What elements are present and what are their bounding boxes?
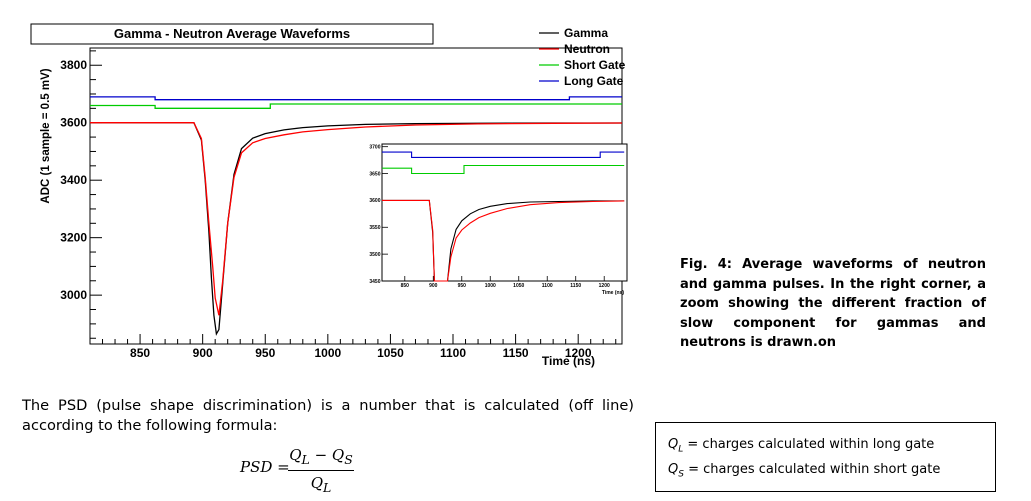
inset-x-tick-label: 1100 bbox=[542, 283, 553, 289]
body-paragraph: The PSD (pulse shape discrimination) is … bbox=[22, 397, 634, 434]
series-neutron bbox=[90, 122, 623, 316]
fraction-bar bbox=[288, 470, 354, 471]
inset-y-tick-label: 3500 bbox=[369, 252, 380, 258]
inset-y-tick-label: 3600 bbox=[369, 198, 380, 204]
definition-text: = charges calculated within long gate bbox=[687, 437, 935, 452]
inset-x-tick-label: 1200 bbox=[599, 283, 610, 289]
inset-x-tick-label: 1150 bbox=[570, 283, 581, 289]
inset-series-neutron bbox=[382, 199, 625, 282]
x-tick-label: 950 bbox=[255, 346, 275, 360]
y-tick-label: 3000 bbox=[60, 288, 87, 302]
formula-numerator: QL − QS bbox=[289, 446, 353, 467]
waveform-chart: Gamma - Neutron Average Waveforms ADC (1… bbox=[0, 0, 640, 375]
series-short-gate bbox=[90, 103, 622, 109]
y-tick-label: 3800 bbox=[60, 58, 87, 72]
inset-y-tick-label: 3450 bbox=[369, 279, 380, 285]
x-tick-label: 900 bbox=[193, 346, 213, 360]
definition-symbol: QL bbox=[668, 437, 684, 455]
inset-frame bbox=[381, 143, 628, 282]
figure-caption: Fig. 4: Average waveforms of neutron and… bbox=[680, 257, 986, 350]
inset-series-short-gate bbox=[382, 164, 625, 175]
inset-x-tick-label: 1000 bbox=[485, 283, 496, 289]
definitions-box: QL = charges calculated within long gate… bbox=[655, 422, 996, 492]
legend-label-neutron: Neutron bbox=[564, 42, 610, 56]
inset-x-tick-label: 1050 bbox=[513, 283, 524, 289]
x-tick-label: 1000 bbox=[314, 346, 341, 360]
y-axis-label: ADC (1 sample = 0.5 mV) bbox=[40, 68, 52, 203]
x-tick-label: 1200 bbox=[565, 346, 592, 360]
zoom-inset: 850 900 950 1000 1050 1100 1150 1200 3450 3500 355… bbox=[369, 143, 628, 296]
formula-lhs: PSD = bbox=[240, 458, 290, 476]
legend: Gamma Neutron Short Gate Long Gate bbox=[539, 26, 626, 88]
legend-label-gamma: Gamma bbox=[564, 26, 608, 40]
y-tick-label: 3400 bbox=[60, 173, 87, 187]
series-long-gate bbox=[90, 96, 622, 101]
inset-x-tick-label: 900 bbox=[429, 283, 438, 289]
x-tick-label: 1050 bbox=[377, 346, 404, 360]
y-tick-label: 3600 bbox=[60, 116, 87, 130]
definition-long-gate: QL = charges calculated within long gate bbox=[668, 437, 934, 455]
legend-label-long-gate: Long Gate bbox=[564, 74, 624, 88]
x-tick-label: 1100 bbox=[440, 346, 466, 360]
x-axis-label: Time (ns) bbox=[542, 354, 595, 368]
inset-series-long-gate bbox=[382, 151, 625, 158]
definition-text: = charges calculated within short gate bbox=[688, 462, 941, 477]
formula-denominator: QL bbox=[310, 474, 332, 495]
inset-y-tick-label: 3650 bbox=[369, 171, 380, 177]
legend-label-short-gate: Short Gate bbox=[564, 58, 626, 72]
inset-y-tick-label: 3700 bbox=[369, 144, 380, 150]
psd-formula: PSD = QL − QS QL bbox=[240, 446, 380, 498]
definition-short-gate: QS = charges calculated within short gat… bbox=[668, 462, 940, 480]
title-box bbox=[30, 23, 434, 45]
chart-title: Gamma - Neutron Average Waveforms bbox=[114, 26, 350, 41]
inset-y-tick-label: 3550 bbox=[369, 225, 380, 231]
formula-fraction: QL − QS QL bbox=[288, 446, 354, 495]
x-tick-label: 1150 bbox=[503, 346, 529, 360]
x-tick-label: 850 bbox=[130, 346, 150, 360]
inset-x-tick-label: 850 bbox=[401, 283, 410, 289]
definition-symbol: QS bbox=[668, 462, 684, 480]
y-tick-label: 3200 bbox=[60, 231, 87, 245]
inset-x-axis-label: Time (ns) bbox=[602, 290, 624, 296]
inset-x-tick-label: 950 bbox=[458, 283, 467, 289]
